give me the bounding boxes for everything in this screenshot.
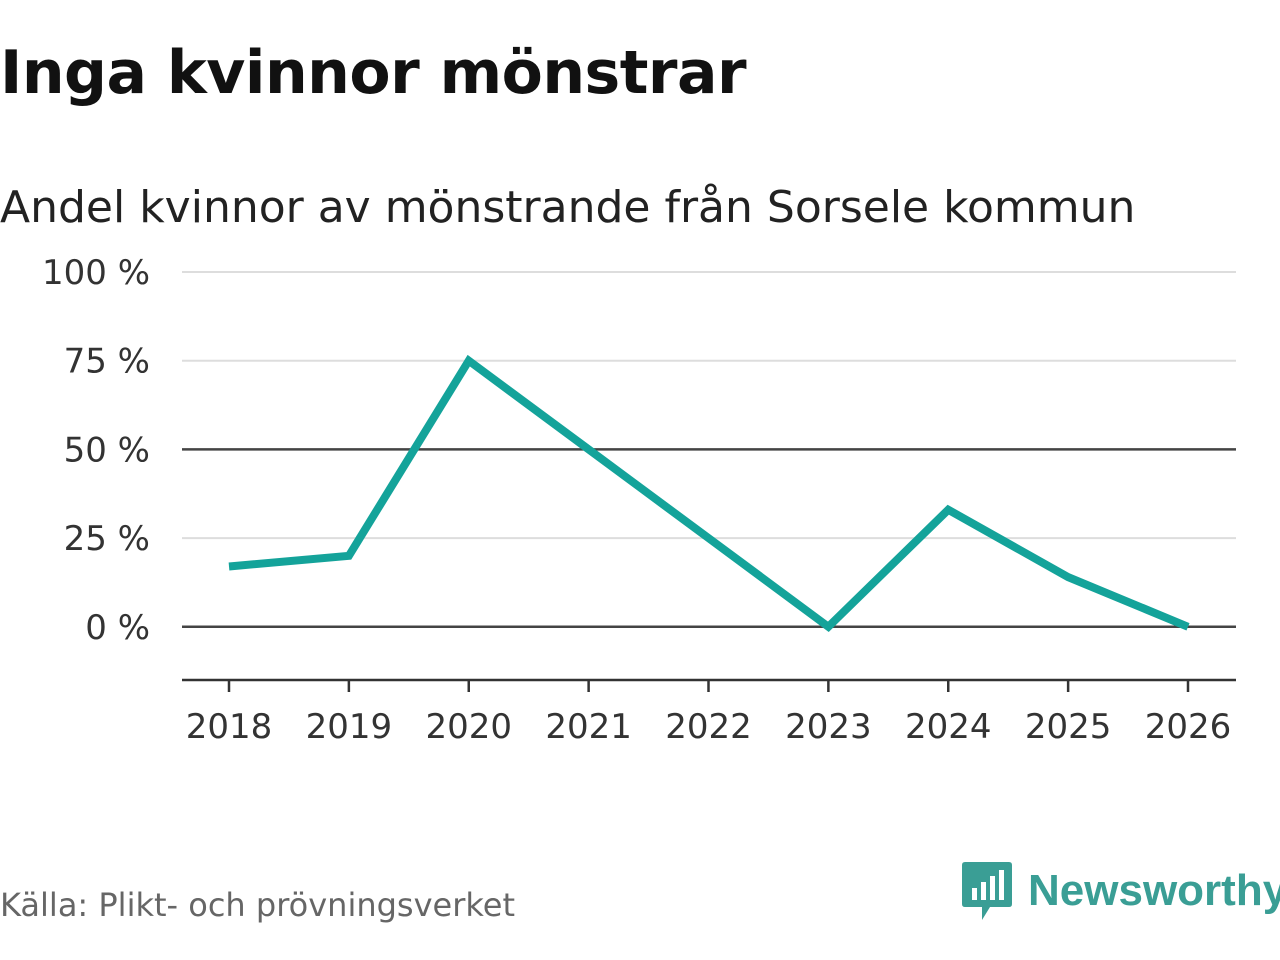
y-tick-label-100: 100 %: [42, 253, 150, 293]
brand-name: Newsworthy: [1028, 866, 1280, 915]
source-note: Källa: Plikt- och prövningsverket: [0, 886, 515, 924]
y-tick-label-25: 25 %: [64, 519, 150, 559]
brand-logo: Newsworthy: [962, 862, 1280, 920]
x-tick-label-2022: 2022: [665, 707, 752, 747]
gridlines: [182, 271, 1236, 629]
x-tick-label-2020: 2020: [425, 707, 512, 747]
y-tick-label-75: 75 %: [64, 342, 150, 382]
x-axis: 2018 2019 2020 2021 2022 2023 2024 2025 2026: [182, 678, 1236, 747]
series-line-0: [228, 354, 1190, 633]
x-tick-label-2021: 2021: [545, 707, 632, 747]
y-tick-label-50: 50 %: [64, 430, 150, 470]
x-tick-label-2025: 2025: [1025, 707, 1112, 747]
series-lines: [228, 354, 1190, 633]
line-chart: 0 % 25 % 50 % 75 % 100 % 2018 2019 2020 2021 202…: [42, 253, 1236, 747]
x-tick-label-2026: 2026: [1145, 707, 1232, 747]
y-tick-label-0: 0 %: [85, 608, 150, 648]
x-tick-label-2019: 2019: [306, 707, 393, 747]
x-tick-label-2023: 2023: [785, 707, 872, 747]
chart-title: Inga kvinnor mönstrar: [0, 38, 747, 108]
y-axis-tick-labels: 0 % 25 % 50 % 75 % 100 %: [42, 253, 150, 648]
chart-subtitle: Andel kvinnor av mönstrande från Sorsele…: [0, 182, 1136, 233]
newsworthy-logo-icon: [962, 862, 1012, 920]
x-tick-label-2018: 2018: [186, 707, 273, 747]
x-tick-label-2024: 2024: [905, 707, 992, 747]
